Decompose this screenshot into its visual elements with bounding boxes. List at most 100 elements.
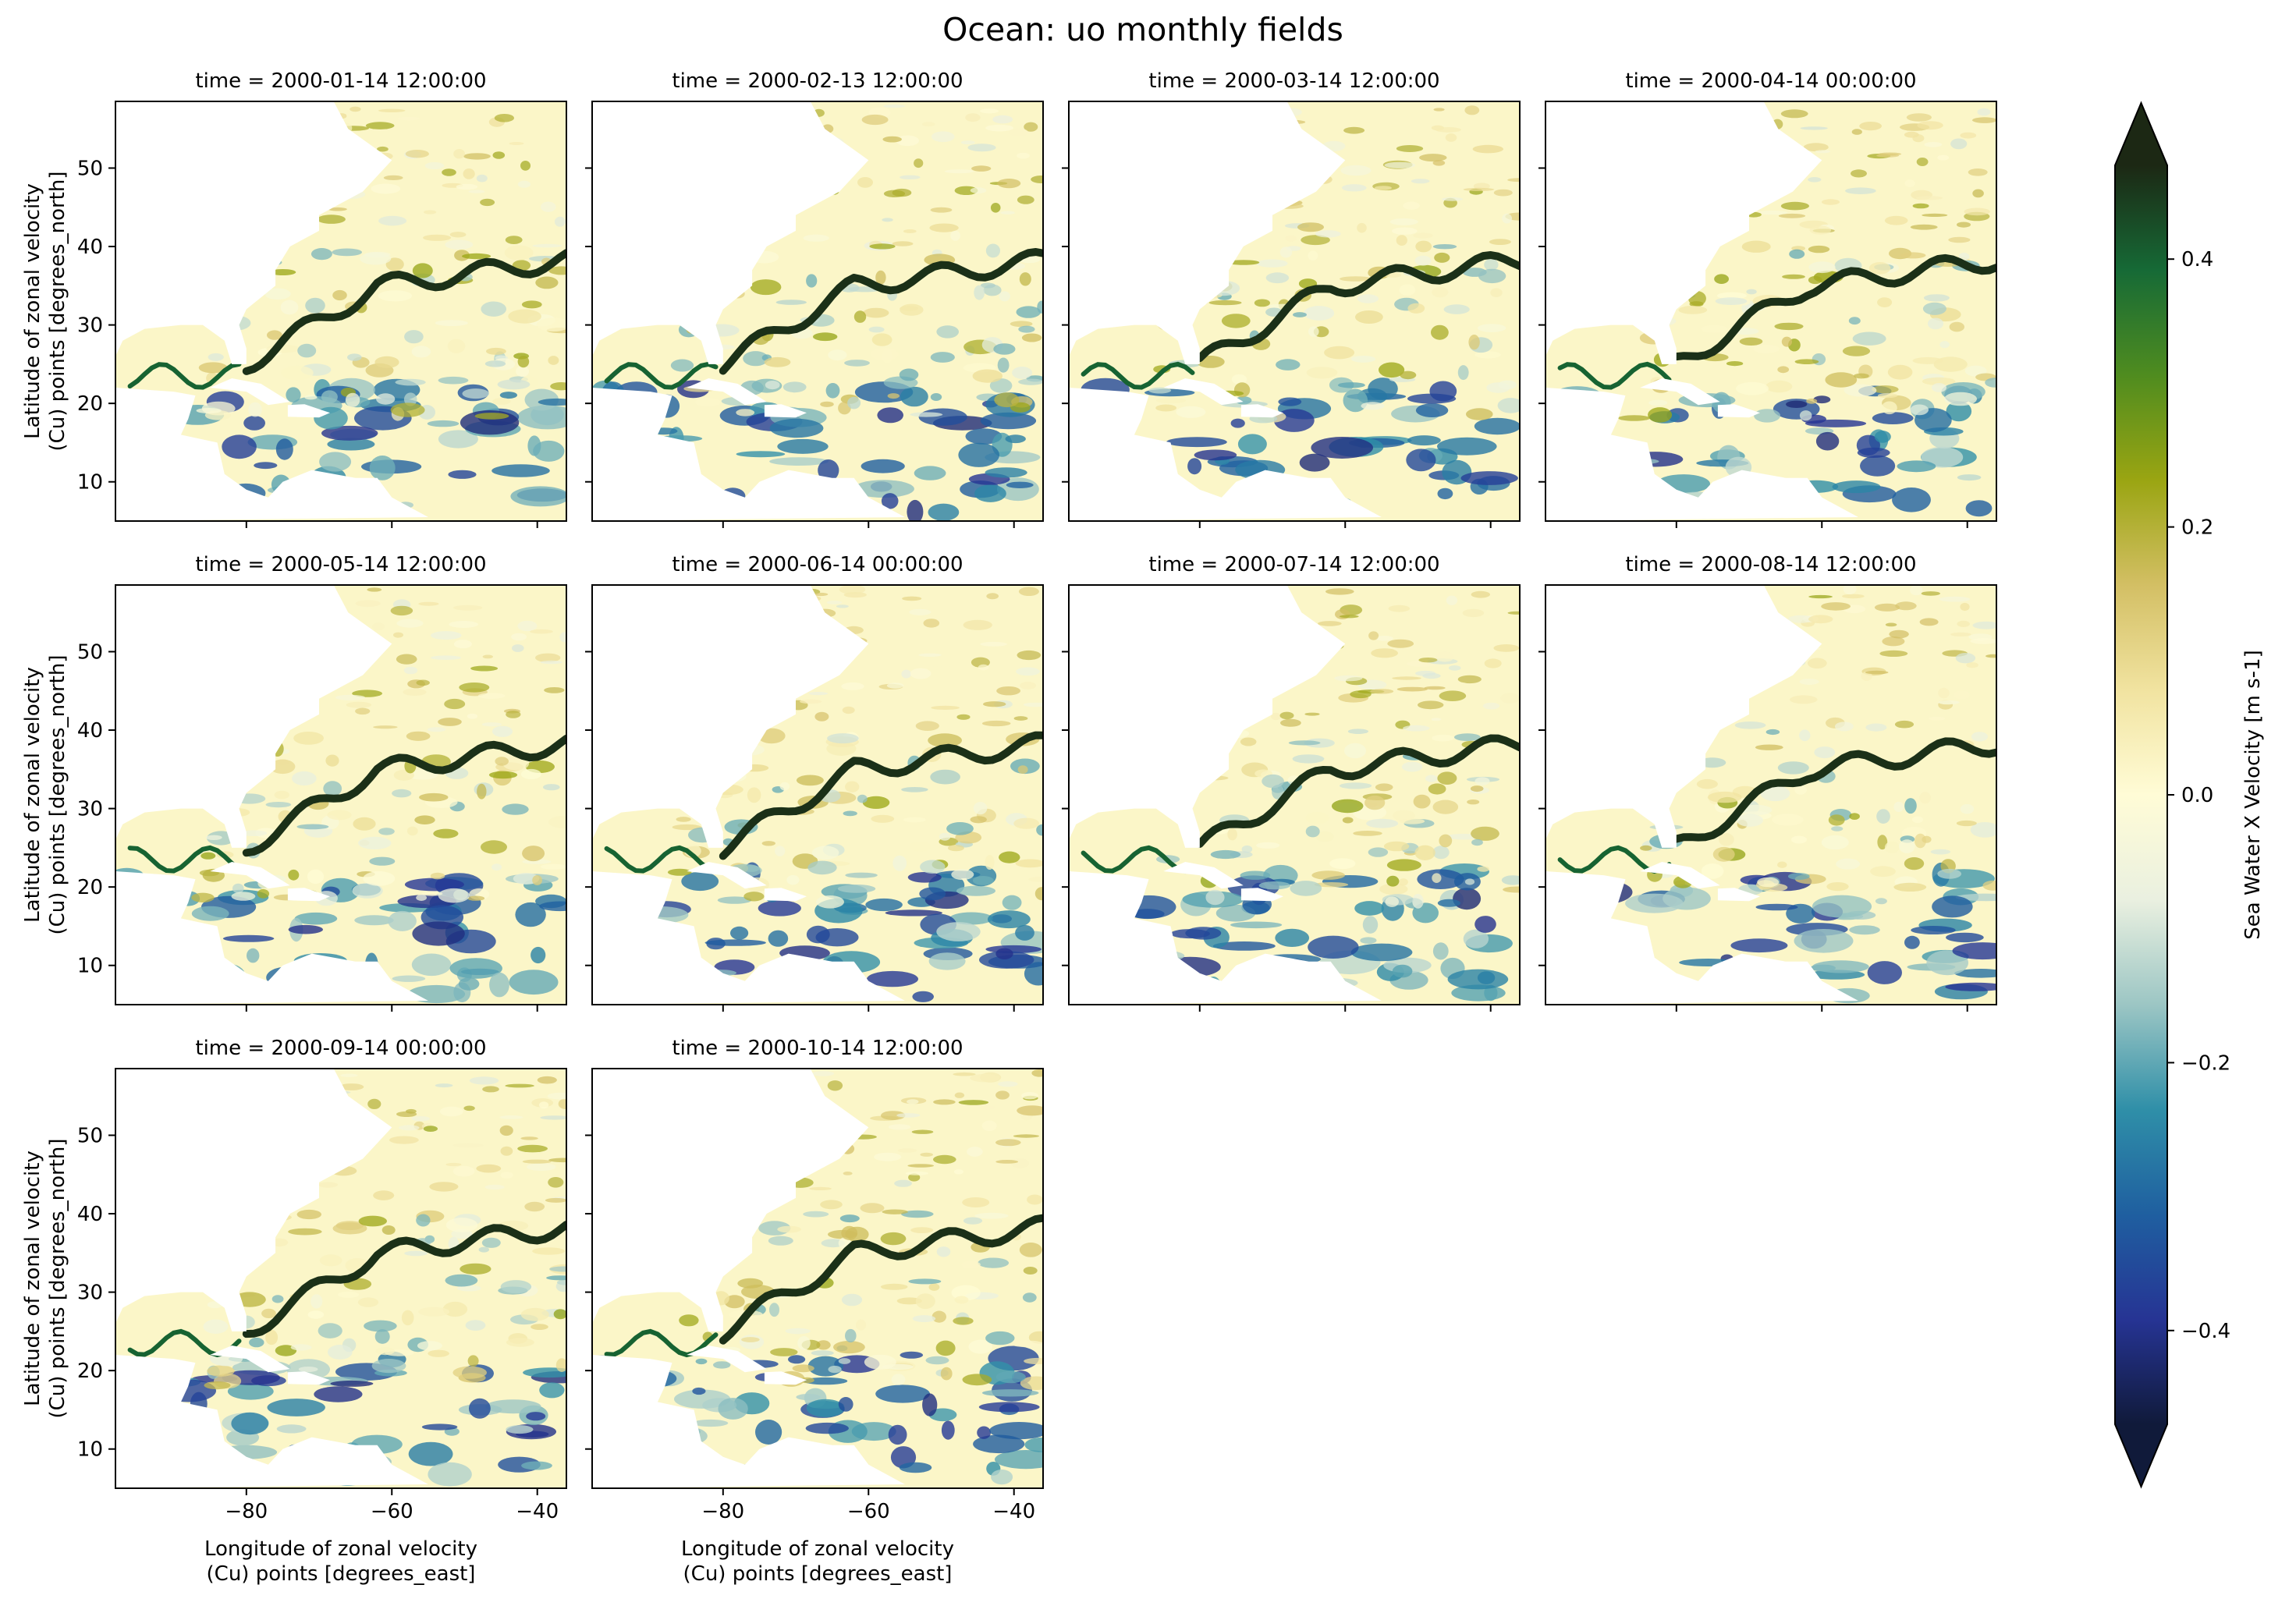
field-blob [1765,380,1793,393]
land-mask [1640,862,1720,889]
field-blob [1774,322,1804,331]
field-blob [1176,406,1206,418]
field-blob [843,1172,853,1175]
field-blob [1799,679,1819,685]
field-blob [1392,964,1413,978]
field-blob [1924,142,1943,147]
field-blob [971,165,992,172]
field-blob [695,398,721,407]
field-blob [535,276,559,289]
velocity-field [592,585,1043,1005]
field-blob [1240,737,1257,746]
field-blob [482,654,493,659]
field-blob [788,1355,806,1364]
field-blob [191,906,229,921]
field-blob [1028,1331,1043,1344]
field-blob [1842,346,1871,356]
x-tick-label: −40 [516,1500,559,1523]
field-blob [431,631,462,640]
field-blob [996,686,1020,696]
field-blob [1955,653,1976,664]
field-blob [378,215,407,226]
field-blob [1437,771,1457,785]
field-blob [418,1306,450,1317]
field-blob [775,846,786,856]
land-mask [1717,404,1760,418]
field-blob [1388,604,1411,612]
field-blob [923,619,940,628]
field-blob [985,124,1013,132]
field-blob [492,151,506,159]
field-blob [1757,877,1780,888]
field-blob [449,621,478,628]
field-blob [1808,261,1836,274]
field-blob [1278,397,1302,406]
field-blob [1306,367,1338,379]
field-blob [1460,471,1518,485]
field-blob [1849,813,1860,820]
field-blob [811,846,839,860]
field-blob [1736,381,1769,395]
field-blob [540,1115,566,1120]
field-blob [857,177,873,188]
field-blob [559,632,566,643]
y-tick-label: 50 [77,1124,103,1147]
field-blob [939,832,951,841]
field-blob [877,407,903,424]
field-blob [453,640,472,649]
panel-title: time = 2000-02-13 12:00:00 [672,69,963,93]
field-blob [985,467,1027,478]
field-blob [841,1293,863,1306]
field-blob [456,183,478,190]
field-blob [456,1285,481,1292]
field-blob [403,688,427,696]
field-blob [438,430,478,448]
field-blob [985,1331,1015,1346]
y-tick-label: 50 [77,157,103,180]
land-mask [115,1355,428,1488]
field-blob [986,593,999,600]
field-blob [354,915,394,926]
field-blob [1008,128,1029,137]
field-blob [1878,152,1902,156]
field-blob [319,452,352,472]
field-blob [499,1115,523,1119]
field-blob [448,470,477,479]
field-blob [928,1408,957,1422]
field-blob [492,725,513,737]
field-blob [463,153,491,160]
field-blob [1938,700,1960,705]
field-blob [1859,122,1883,131]
field-blob [1148,387,1172,394]
field-blob [1392,227,1418,235]
field-blob [1342,817,1354,824]
current-core [127,845,242,874]
panel: time = 2000-09-14 00:00:00 10 20 30 40 50 −80 −… [21,1037,567,1586]
field-blob [1715,297,1748,305]
field-blob [304,395,318,400]
field-blob [515,902,546,927]
field-blob [435,1083,453,1088]
field-blob [1960,803,1975,814]
field-blob [933,1154,956,1165]
field-blob [1021,333,1042,342]
field-blob [769,418,824,438]
field-blob [1498,380,1517,390]
field-blob [311,1294,323,1309]
land-mask [287,1371,330,1385]
field-blob [541,201,556,212]
x-axis-label: Longitude of zonal velocity (Cu) points [… [204,1537,477,1586]
field-blob [1921,591,1940,596]
current-core [127,361,242,390]
field-blob [1344,743,1366,759]
field-blob [862,796,890,809]
field-blob [839,1214,860,1223]
land-mask [210,378,290,406]
field-blob [995,1370,1026,1384]
field-blob [932,1310,947,1323]
field-blob [538,398,566,406]
field-blob [1472,144,1504,154]
field-blob [1812,960,1869,973]
field-blob [892,855,907,871]
field-blob [360,252,392,265]
